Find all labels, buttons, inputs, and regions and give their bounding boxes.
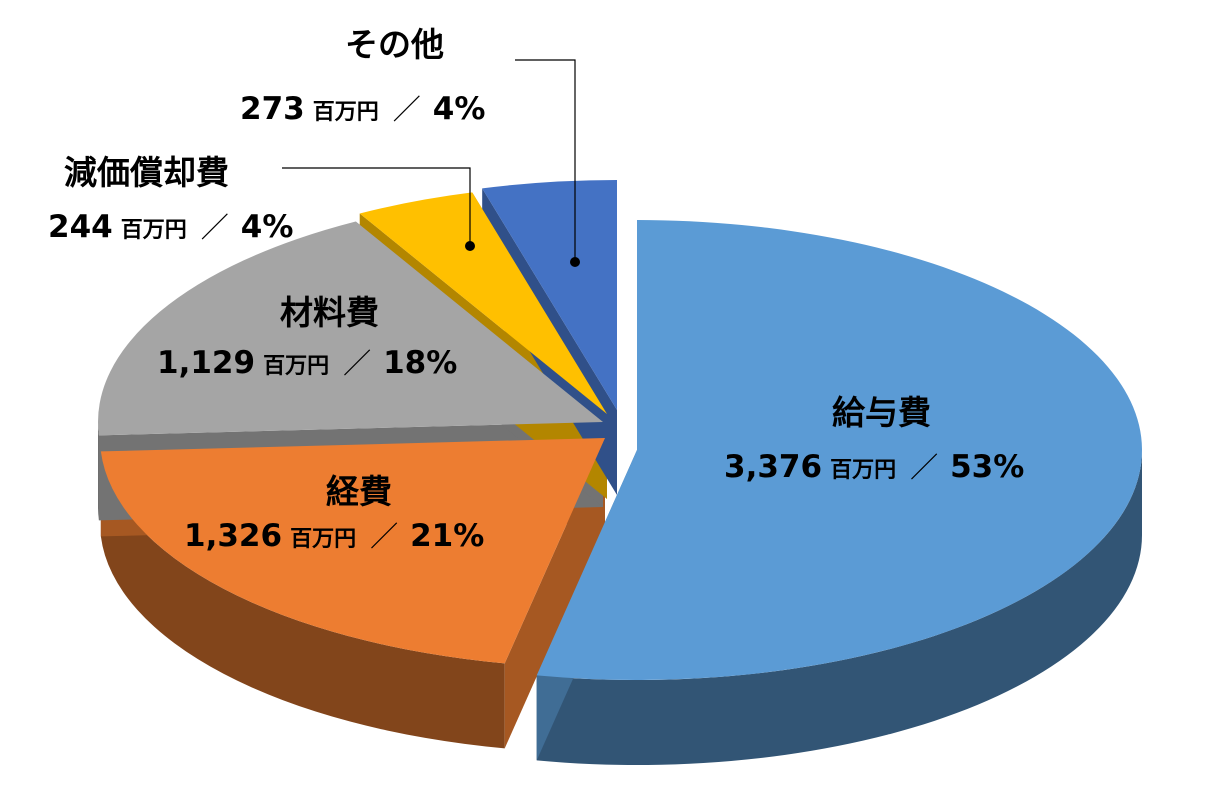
slice-value-materials: 1,129 bbox=[157, 345, 256, 381]
slice-label-value-depreciation: 244 百万円 ／ 4% bbox=[48, 212, 293, 243]
separator: ／ bbox=[343, 347, 372, 380]
leader-line-other bbox=[515, 59, 576, 262]
slice-label-value-other: 273 百万円 ／ 4% bbox=[240, 94, 485, 125]
slice-label-value-salary: 3,376 百万円 ／ 53% bbox=[724, 452, 1024, 483]
unit-label: 百万円 bbox=[263, 354, 330, 379]
slice-percent-other: 4% bbox=[432, 91, 486, 127]
slice-percent-expenses: 21% bbox=[410, 518, 485, 554]
slice-side-salary bbox=[536, 450, 1142, 765]
unit-label: 百万円 bbox=[290, 527, 357, 552]
slice-percent-salary: 53% bbox=[950, 449, 1025, 485]
unit-label: 百万円 bbox=[830, 458, 897, 483]
slice-label-name-other: その他 bbox=[345, 25, 444, 64]
slice-label-value-materials: 1,129 百万円 ／ 18% bbox=[157, 348, 457, 379]
slice-label-name-expenses: 経費 bbox=[326, 472, 392, 511]
slice-percent-materials: 18% bbox=[383, 345, 458, 381]
separator: ／ bbox=[370, 520, 399, 553]
slice-side-expenses bbox=[100, 451, 505, 749]
separator: ／ bbox=[200, 211, 229, 244]
separator: ／ bbox=[392, 93, 421, 126]
slice-value-expenses: 1,326 bbox=[184, 518, 283, 554]
pie-tops bbox=[98, 180, 1143, 681]
leader-line-depreciation bbox=[282, 167, 471, 246]
pie-slice-salary bbox=[536, 220, 1143, 681]
slice-label-value-expenses: 1,326 百万円 ／ 21% bbox=[184, 521, 484, 552]
leader-dot-depreciation bbox=[465, 241, 475, 251]
pie-slice-materials bbox=[98, 221, 603, 436]
slice-value-depreciation: 244 bbox=[48, 209, 113, 245]
leader-lines bbox=[282, 59, 576, 262]
slice-side-materials bbox=[98, 422, 99, 521]
slice-label-name-materials: 材料費 bbox=[280, 293, 379, 332]
slice-label-name-depreciation: 減価償却費 bbox=[64, 153, 229, 192]
slice-percent-depreciation: 4% bbox=[240, 209, 294, 245]
separator: ／ bbox=[910, 451, 939, 484]
unit-label: 百万円 bbox=[120, 218, 187, 243]
slice-value-salary: 3,376 bbox=[724, 449, 823, 485]
pie-slice-depreciation bbox=[359, 192, 607, 414]
unit-label: 百万円 bbox=[312, 100, 379, 125]
pie-slice-other bbox=[482, 180, 617, 410]
slice-label-name-salary: 給与費 bbox=[832, 393, 931, 432]
pie-slice-expenses bbox=[100, 438, 606, 664]
leader-dot-other bbox=[570, 257, 580, 267]
slice-value-other: 273 bbox=[240, 91, 305, 127]
